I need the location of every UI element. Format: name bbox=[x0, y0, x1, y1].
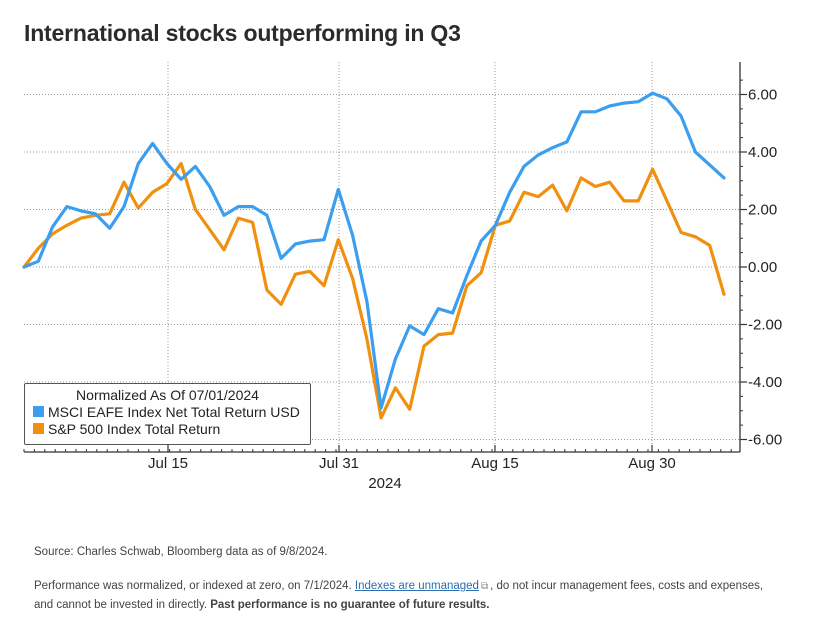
x-tick-label: Jul 31 bbox=[319, 455, 359, 472]
y-tick-label: 2.00 bbox=[748, 202, 777, 219]
footnote-text: and cannot be invested in directly. bbox=[34, 599, 211, 611]
series-line-sp500 bbox=[22, 161, 726, 420]
y-tick-label: -2.00 bbox=[748, 317, 782, 334]
disclaimer-bold: Past performance is no guarantee of futu… bbox=[210, 599, 490, 611]
chart-title: International stocks outperforming in Q3 bbox=[24, 20, 461, 46]
x-year-label: 2024 bbox=[368, 475, 401, 492]
source-note: Source: Charles Schwab, Bloomberg data a… bbox=[34, 546, 328, 558]
y-tick-label: 0.00 bbox=[748, 259, 777, 276]
legend-swatch-msci bbox=[33, 406, 44, 417]
y-tick-label: -6.00 bbox=[748, 432, 782, 449]
footnote-text: Performance was normalized, or indexed a… bbox=[34, 580, 355, 592]
tick-labels: 6.00 4.00 2.00 0.00 -2.00 -4.00 -6.00 Jul 15 Jul… bbox=[148, 87, 782, 493]
legend-item-sp500: S&P 500 Index Total Return bbox=[25, 420, 310, 437]
series-lines bbox=[22, 91, 726, 420]
indexes-unmanaged-link[interactable]: Indexes are unmanaged bbox=[354, 580, 479, 592]
footnote-line-2: and cannot be invested in directly. Past… bbox=[34, 599, 490, 611]
legend-label-msci: MSCI EAFE Index Net Total Return USD bbox=[48, 403, 300, 420]
line-chart: 6.00 4.00 2.00 0.00 -2.00 -4.00 -6.00 Jul 15 Jul… bbox=[22, 62, 782, 493]
legend-swatch-sp500 bbox=[33, 423, 44, 434]
y-tick-label: 4.00 bbox=[748, 144, 777, 161]
legend-item-msci: MSCI EAFE Index Net Total Return USD bbox=[25, 403, 310, 420]
y-tick-label: -4.00 bbox=[748, 374, 782, 391]
y-tick-label: 6.00 bbox=[748, 87, 777, 104]
grid-lines bbox=[24, 62, 740, 452]
x-tick-label: Aug 30 bbox=[628, 455, 676, 472]
series-line-msci-eafe bbox=[22, 91, 726, 410]
legend: Normalized As Of 07/01/2024 MSCI EAFE In… bbox=[24, 383, 311, 445]
external-link-icon: ⧉ bbox=[480, 581, 489, 592]
axes bbox=[23, 62, 747, 453]
footnote-text-cont: , do not incur management fees, costs an… bbox=[490, 580, 764, 592]
legend-title: Normalized As Of 07/01/2024 bbox=[76, 387, 259, 403]
x-tick-label: Jul 15 bbox=[148, 455, 188, 472]
x-tick-label: Aug 15 bbox=[471, 455, 519, 472]
legend-label-sp500: S&P 500 Index Total Return bbox=[48, 420, 221, 437]
footnote-line-1: Performance was normalized, or indexed a… bbox=[34, 580, 763, 592]
